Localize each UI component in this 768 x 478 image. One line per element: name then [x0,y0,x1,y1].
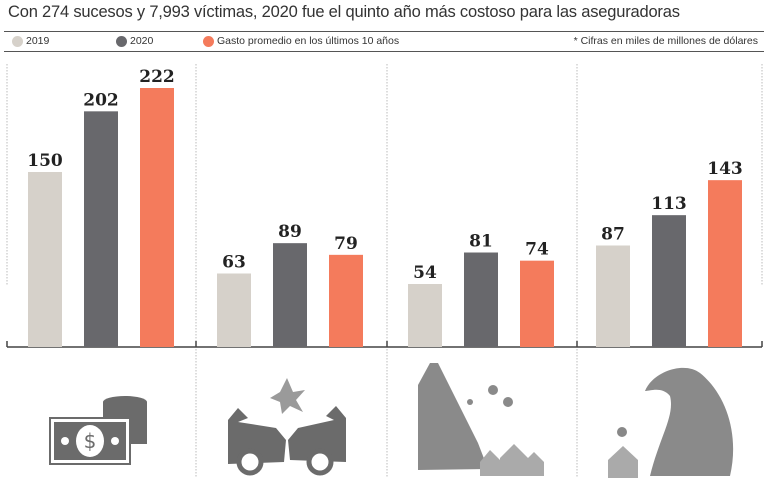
data-label: 113 [651,194,687,214]
data-label: 89 [278,222,302,242]
bar-2019-1 [217,273,251,347]
bar-2019-3 [596,245,630,347]
units-note: * Cifras en miles de millones de dólares [573,35,758,47]
bar-gasto-promedio-en-los-ltimos-10-a-os-2 [520,260,554,347]
bar-gasto-promedio-en-los-ltimos-10-a-os-3 [708,180,742,347]
data-label: 222 [139,67,175,87]
legend-label: 2020 [130,35,154,47]
car-crash-icon [228,378,346,476]
bar-2019-0 [28,172,62,347]
bar-2020-0 [84,111,118,347]
data-label: 150 [27,151,63,171]
data-label: 143 [707,159,743,179]
data-label: 202 [83,90,119,110]
legend-swatch-2020 [116,35,127,47]
data-label: 87 [601,225,625,245]
legend-item-average: Gasto promedio en los últimos 10 años [203,35,399,47]
legend-item-2020: 2020 [116,35,153,47]
bar-2020-2 [464,252,498,347]
legend-label: Gasto promedio en los últimos 10 años [217,35,400,47]
legend-item-2019: 2019 [12,35,49,47]
bar-gasto-promedio-en-los-ltimos-10-a-os-1 [329,254,363,347]
data-label: 63 [222,253,246,273]
legend: 2019 2020 Gasto promedio en los últimos … [4,31,764,52]
data-label: 79 [334,234,358,254]
tsunami-icon [608,367,734,478]
money-icon: $ [49,396,147,465]
data-label: 54 [413,263,437,283]
bar-gasto-promedio-en-los-ltimos-10-a-os-0 [140,88,174,347]
legend-swatch-average [203,35,214,47]
bar-2020-1 [273,243,307,347]
bar-2020-3 [652,215,686,347]
bar-2019-2 [408,284,442,347]
svg-text:$: $ [84,429,97,453]
chart-title: Con 274 sucesos y 7,993 víctimas, 2020 f… [8,3,680,21]
landslide-icon [418,363,544,476]
data-label: 81 [469,232,493,252]
legend-label: 2019 [26,35,50,47]
legend-swatch-2019 [12,35,23,47]
data-label: 74 [525,240,549,260]
